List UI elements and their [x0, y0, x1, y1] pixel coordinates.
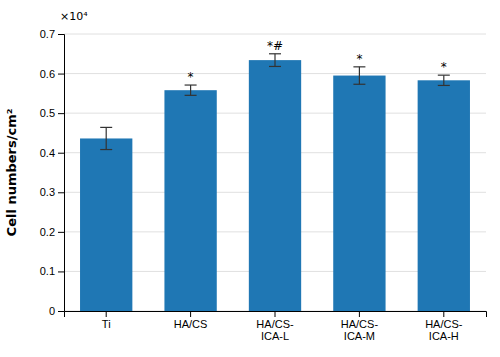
y-tick-mark: [58, 271, 64, 272]
x-axis: Ti HA/CS HA/CS-ICA-L HA/CS-ICA-M HA/CS-ICA-H: [65, 311, 487, 342]
y-tick-mark: [58, 74, 64, 75]
y-tick-label: 0.4: [40, 147, 55, 159]
y-axis: 0 0.1 0.2 0.3 0.4 0.5 0.6 0.7: [40, 28, 65, 317]
y-tick-label: 0.2: [40, 226, 55, 238]
y-tick-mark: [58, 34, 64, 35]
chart: 0 0.1 0.2 0.3 0.4 0.5 0.6 0.7 Ti HA/CS HA/CS-ICA-L…: [0, 0, 500, 357]
grid-line: [64, 34, 486, 35]
bar: [249, 60, 301, 311]
annotation: *: [356, 52, 362, 66]
y-axis-label: Cell numbers/cm²: [4, 109, 19, 237]
error-bar-cap: [185, 95, 197, 96]
y-tick-mark: [58, 311, 64, 312]
bar: [333, 76, 385, 311]
y-tick: 0.1: [40, 265, 64, 277]
y-tick: 0.6: [40, 68, 64, 80]
error-bar-stem: [443, 75, 444, 85]
y-tick-label: 0: [49, 305, 55, 317]
error-bar: [100, 127, 112, 149]
y-tick-label: 0.7: [40, 28, 55, 40]
y-tick: 0.7: [40, 28, 64, 40]
x-tick-label: HA/CS-ICA-L: [256, 318, 294, 343]
error-bar-cap: [100, 127, 112, 128]
y-tick: 0.5: [40, 107, 64, 119]
bar: [164, 90, 216, 311]
marks: [80, 54, 470, 311]
x-tick: HA/CS: [174, 311, 208, 330]
error-bar-stem: [274, 54, 275, 67]
x-tick-label: HA/CS-ICA-M: [341, 318, 379, 343]
x-tick-label: HA/CS: [174, 318, 208, 330]
error-bar-stem: [106, 127, 107, 149]
error-bar-cap: [269, 53, 281, 54]
error-bar-cap: [185, 84, 197, 85]
scale-label: ×10⁴: [60, 10, 88, 23]
x-tick-label: HA/CS-ICA-H: [425, 318, 463, 343]
error-bar-stem: [190, 85, 191, 95]
error-bar-cap: [353, 84, 365, 85]
plot-area: 0 0.1 0.2 0.3 0.4 0.5 0.6 0.7 Ti HA/CS HA/CS-ICA-L…: [40, 28, 487, 342]
x-tick-mark: [106, 311, 107, 317]
error-bar-cap: [438, 75, 450, 76]
x-tick-mark: [275, 311, 276, 317]
error-bar: [185, 85, 197, 95]
y-tick: 0.4: [40, 147, 64, 159]
x-tick: HA/CS-ICA-L: [256, 311, 294, 342]
x-axis-line: [65, 312, 487, 318]
grid: [64, 34, 486, 311]
annotation: *: [441, 60, 447, 74]
y-tick-label: 0.6: [40, 68, 55, 80]
error-bar: [269, 54, 281, 67]
x-tick-mark: [443, 311, 444, 317]
error-bar-cap: [269, 66, 281, 67]
error-bar-stem: [359, 67, 360, 84]
error-bar-cap: [100, 149, 112, 150]
y-axis-line: [58, 35, 65, 312]
error-bar-cap: [438, 85, 450, 86]
bar: [80, 138, 132, 311]
y-tick-mark: [58, 192, 64, 193]
x-tick: Ti: [102, 311, 111, 330]
y-tick: 0.3: [40, 186, 64, 198]
x-tick: HA/CS-ICA-H: [425, 311, 463, 342]
y-tick-mark: [58, 113, 64, 114]
x-tick: HA/CS-ICA-M: [341, 311, 379, 342]
annotation: *: [188, 70, 194, 84]
error-bar-cap: [353, 66, 365, 67]
x-tick-mark: [190, 311, 191, 317]
annotation: *#: [267, 39, 283, 53]
y-tick-label: 0.5: [40, 107, 55, 119]
y-tick-label: 0.3: [40, 186, 55, 198]
y-tick: 0.2: [40, 226, 64, 238]
x-tick-mark: [359, 311, 360, 317]
error-bar: [438, 75, 450, 85]
error-bar: [353, 67, 365, 84]
annotations: * *# * *: [188, 39, 447, 84]
y-tick: 0: [49, 305, 64, 317]
y-tick-mark: [58, 232, 64, 233]
x-tick-label: Ti: [102, 318, 111, 330]
bar: [418, 80, 470, 311]
y-tick-label: 0.1: [40, 265, 55, 277]
y-tick-mark: [58, 153, 64, 154]
